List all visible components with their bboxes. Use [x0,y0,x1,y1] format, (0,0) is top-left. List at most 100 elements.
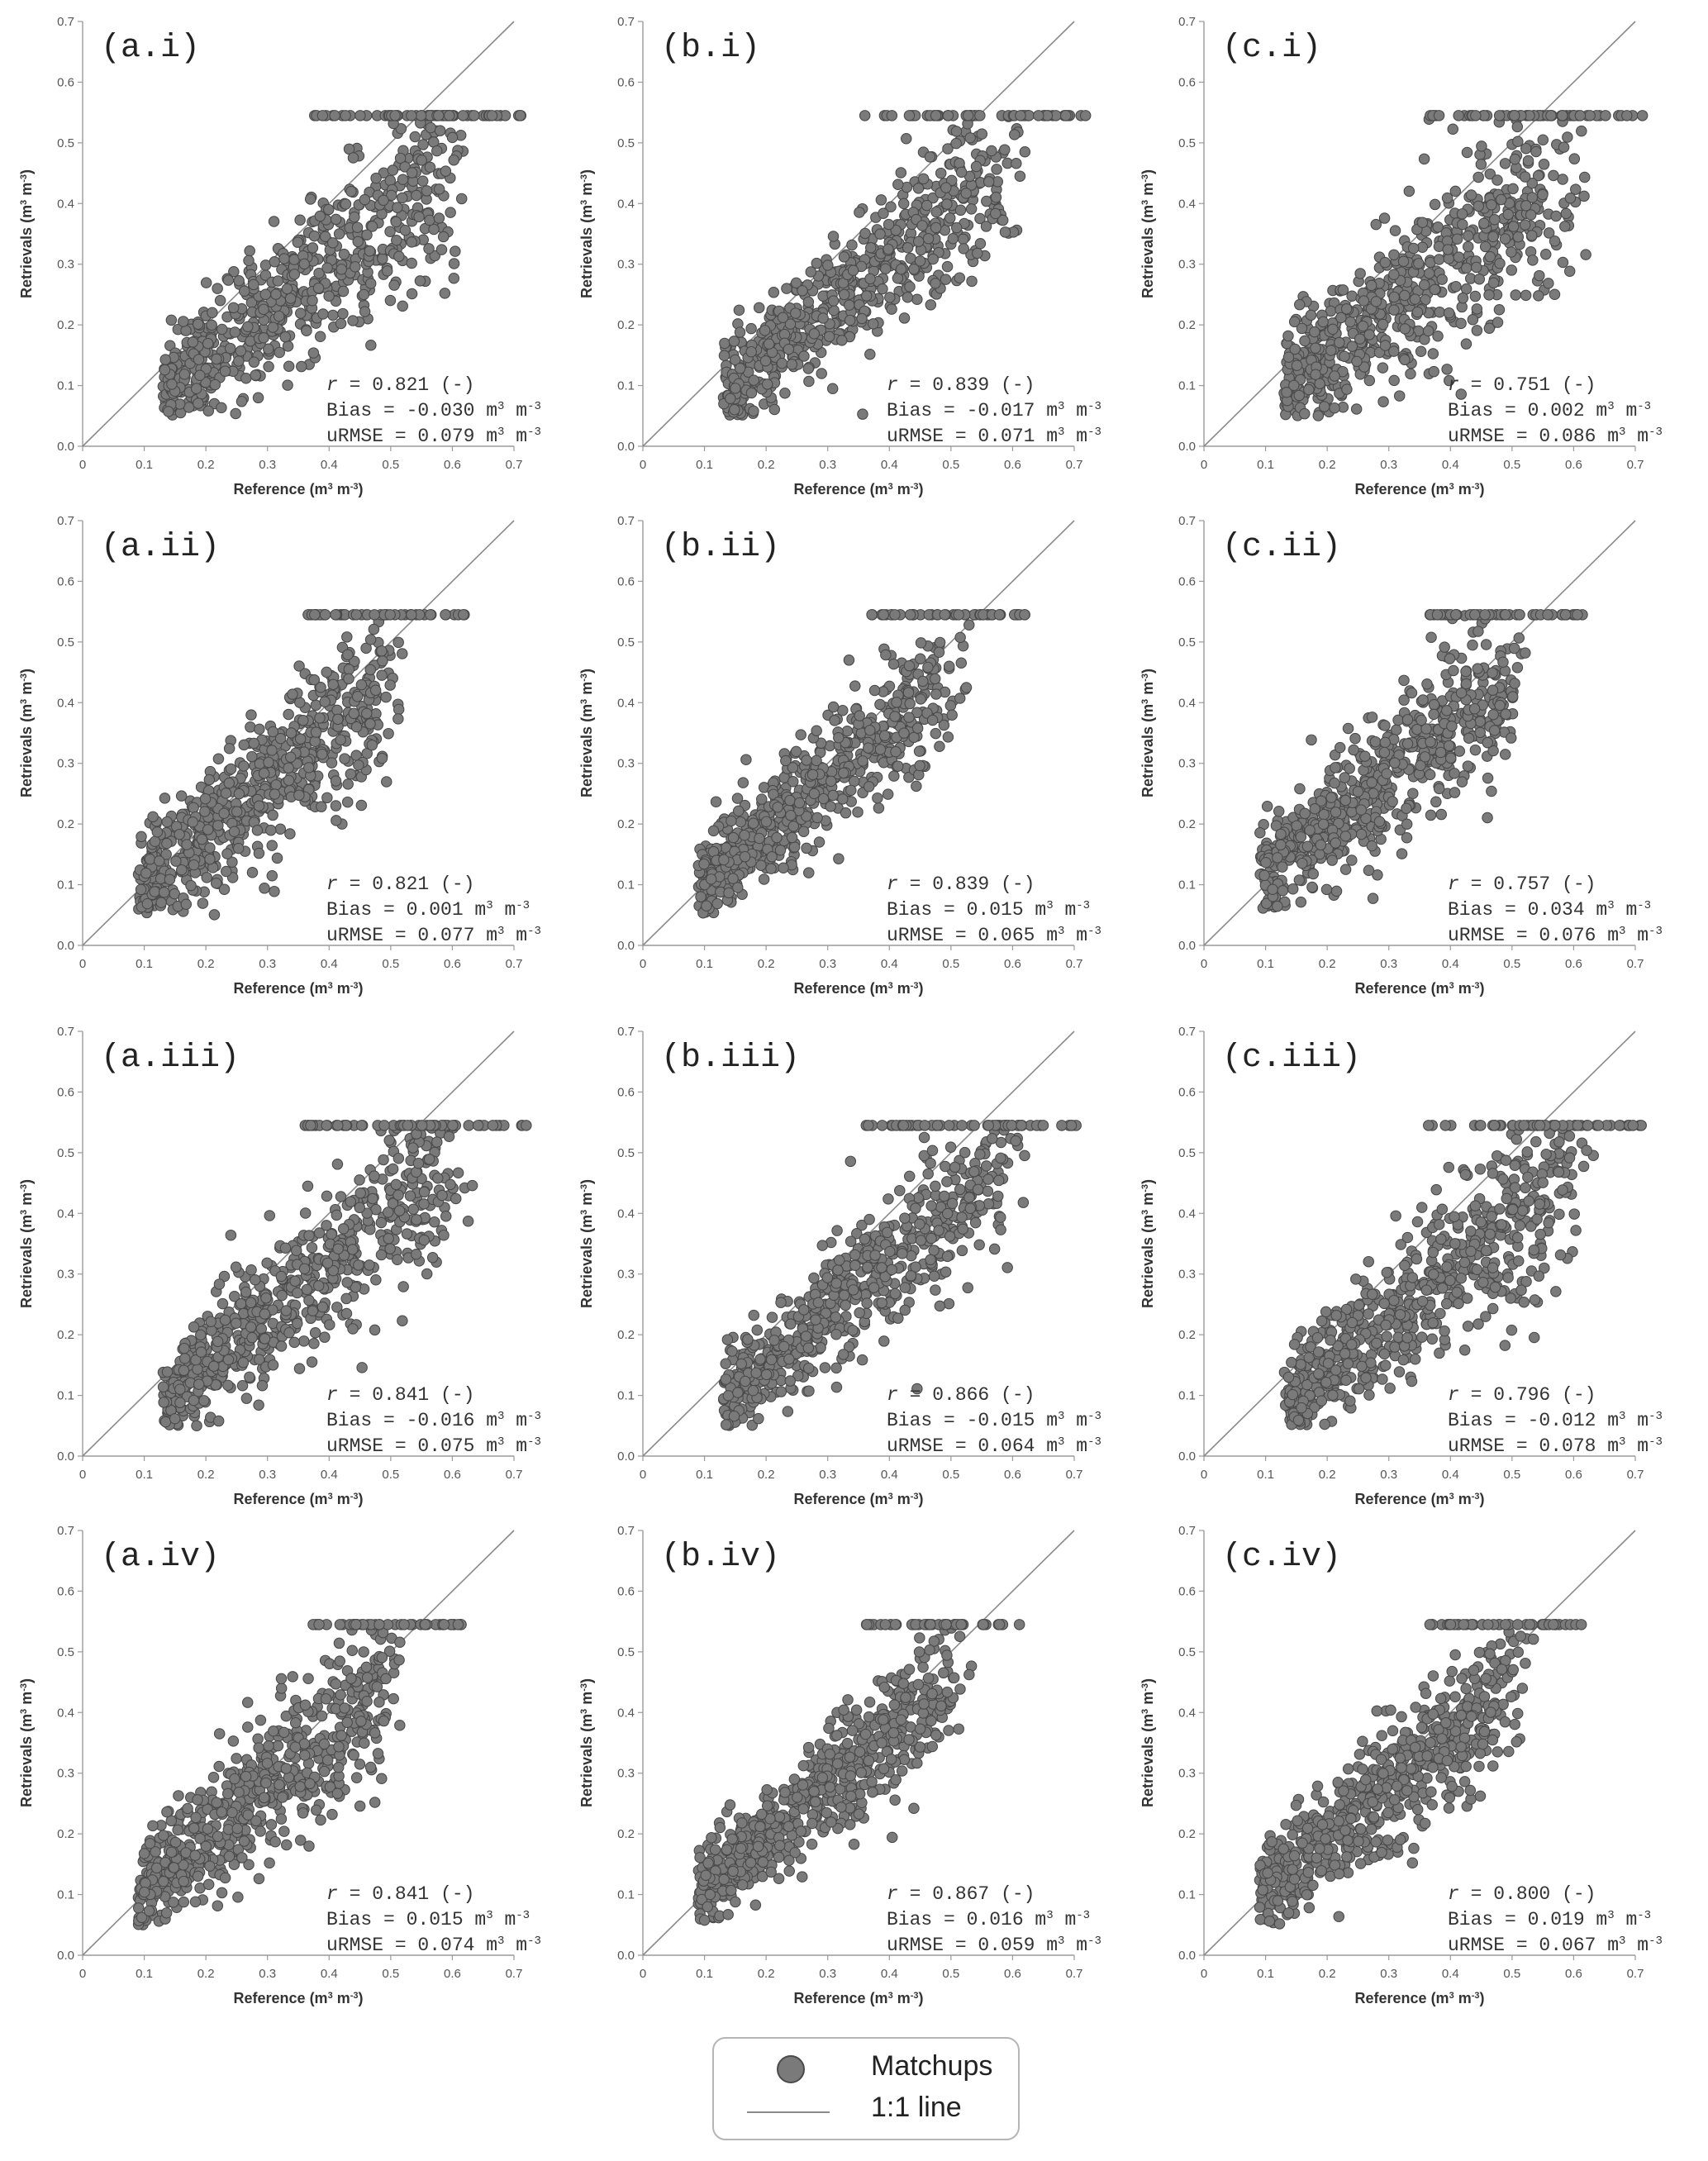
matchup-point [1472,626,1484,637]
matchup-point [924,151,936,163]
matchup-point [1548,169,1559,182]
matchup-point [1359,750,1371,762]
matchup-point [786,831,798,844]
matchup-point [787,762,799,773]
matchup-point [974,212,986,225]
matchup-point [1306,881,1318,893]
matchup-point [214,294,226,307]
matchup-point [1487,684,1499,696]
matchup-point [321,666,332,678]
matchup-point [270,288,282,300]
matchup-point [426,1252,439,1264]
x-tick-label: 0.2 [758,458,775,472]
matchup-point [135,883,147,896]
matchup-point [897,198,910,210]
stats-annotation: uRMSE = 0.076 m3 m-3 [1448,925,1663,946]
matchup-point [1325,792,1337,803]
matchup-point [244,1371,255,1383]
matchup-point [352,236,364,248]
matchup-point [878,730,891,741]
matchup-point [1342,722,1354,735]
matchup-point [788,841,801,853]
matchup-point [431,145,443,157]
matchup-point [980,221,992,232]
matchup-point [863,742,874,754]
matchup-point [194,369,206,381]
matchup-point [450,245,461,257]
matchup-point [1428,698,1440,711]
x-tick-label: 0.2 [197,1468,215,1482]
matchup-point [990,207,1001,220]
matchup-point [1499,233,1511,245]
matchup-point [1365,279,1377,292]
matchup-point [1497,656,1509,668]
matchup-point [888,770,900,782]
matchup-point [274,346,286,359]
matchup-point [364,245,376,257]
matchup-point [267,809,278,821]
x-axis-label: Reference (m3 m-3) [234,1491,364,1507]
matchup-point [950,137,962,150]
matchup-point [801,811,812,822]
matchup-point [437,231,450,243]
x-tick-label: 0.6 [444,957,461,971]
matchup-point [803,375,815,388]
matchup-point [341,796,354,808]
matchup-point [1350,403,1363,415]
matchup-point [1559,609,1572,621]
matchup-point [397,174,409,186]
matchup-point [811,725,822,737]
matchup-point [1560,207,1572,220]
matchup-point [880,649,892,661]
matchup-point [866,609,878,621]
matchup-point [366,739,378,751]
matchup-point [718,854,730,866]
matchup-point [1441,192,1453,204]
matchup-point [771,831,783,844]
y-tick-label: 0.7 [57,15,74,29]
matchup-point [266,870,278,882]
matchup-point [1450,280,1462,293]
matchup-point [1543,278,1554,289]
matchup-point [185,879,197,892]
matchup-point [331,1159,344,1170]
matchup-point [307,294,318,307]
matchup-point [1499,158,1511,169]
matchup-point [342,778,354,790]
matchup-point [307,242,319,254]
matchup-point [166,378,178,390]
matchup-point [822,259,834,271]
matchup-point [1537,134,1549,145]
matchup-point [309,1326,321,1339]
y-tick-label: 0.6 [1178,75,1196,89]
matchup-point [229,1290,240,1302]
matchup-point [1354,268,1366,279]
matchup-point [930,727,942,740]
matchup-point [1275,839,1287,851]
matchup-point [745,387,758,399]
matchup-point [331,1209,343,1221]
matchup-point [340,110,351,121]
matchup-point [903,659,916,672]
matchup-point [1457,292,1469,304]
matchup-point [159,364,171,376]
matchup-point [298,1263,311,1275]
matchup-point [837,793,849,805]
matchup-point [406,236,417,248]
matchup-point [1519,171,1531,183]
matchup-point [1329,402,1340,414]
stats-annotation: uRMSE = 0.077 m3 m-3 [326,925,541,946]
matchup-point [774,845,787,856]
matchup-point [1415,345,1427,358]
matchup-point [1310,342,1321,355]
matchup-point [739,850,751,863]
matchup-point [1463,240,1474,253]
matchup-point [1549,288,1561,300]
stats-annotation: uRMSE = 0.065 m3 m-3 [887,925,1101,946]
matchup-point [269,788,281,800]
matchup-point [710,796,722,807]
matchup-point [966,275,978,288]
matchup-point [1502,208,1515,221]
matchup-point [1469,609,1481,621]
matchup-point [902,291,914,303]
